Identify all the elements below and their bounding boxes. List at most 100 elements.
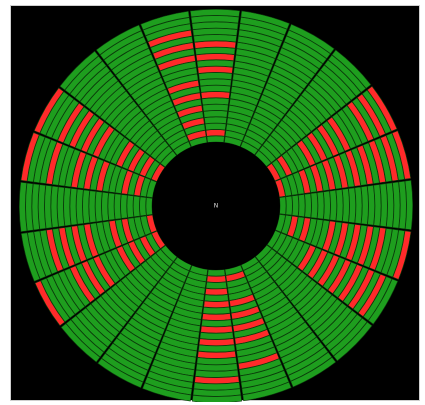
healthy-sector-cell (286, 147, 305, 172)
bad-sector-cell (357, 225, 374, 266)
healthy-sector-cell (275, 326, 314, 353)
healthy-sector-cell (145, 23, 192, 42)
healthy-sector-cell (157, 117, 182, 136)
healthy-sector-cell (367, 278, 399, 325)
healthy-sector-cell (234, 54, 274, 71)
healthy-sector-cell (57, 186, 65, 228)
healthy-sector-cell (97, 357, 144, 389)
healthy-sector-cell (201, 97, 230, 106)
healthy-sector-cell (187, 270, 208, 283)
healthy-sector-cell (158, 276, 183, 295)
bad-sector-cell (176, 104, 203, 119)
healthy-sector-cell (240, 10, 290, 30)
healthy-sector-cell (158, 341, 198, 358)
healthy-sector-cell (229, 299, 258, 314)
healthy-sector-cell (227, 111, 253, 124)
healthy-sector-cell (139, 130, 162, 153)
healthy-sector-cell (362, 142, 380, 185)
healthy-sector-cell (204, 123, 227, 131)
healthy-sector-cell (350, 147, 368, 186)
healthy-sector-cell (263, 301, 294, 324)
healthy-sector-cell (311, 128, 334, 159)
healthy-sector-cell (308, 79, 342, 113)
healthy-sector-cell (183, 123, 206, 136)
healthy-sector-cell (63, 267, 91, 307)
healthy-sector-cell (179, 288, 205, 301)
healthy-sector-cell (107, 192, 116, 221)
healthy-sector-cell (60, 323, 101, 363)
healthy-sector-cell (242, 135, 263, 151)
healthy-sector-cell (142, 382, 192, 402)
bad-sector-cell (356, 93, 386, 137)
healthy-sector-cell (332, 261, 358, 298)
healthy-sector-cell (228, 288, 253, 301)
bad-sector-cell (234, 329, 270, 345)
healthy-sector-cell (120, 327, 158, 354)
healthy-sector-cell (292, 171, 305, 195)
bad-sector-cell (58, 227, 76, 268)
healthy-sector-cell (144, 376, 193, 396)
healthy-sector-cell (198, 72, 233, 81)
healthy-sector-cell (302, 247, 323, 276)
healthy-sector-cell (124, 322, 161, 348)
healthy-sector-cell (107, 42, 150, 71)
bad-sector-cell (139, 155, 156, 178)
healthy-sector-cell (109, 136, 130, 165)
bad-sector-cell (286, 215, 299, 238)
healthy-sector-cell (165, 323, 200, 339)
healthy-sector-cell (194, 369, 239, 378)
bad-sector-cell (326, 116, 351, 152)
healthy-sector-cell (127, 217, 140, 241)
healthy-sector-cell (327, 221, 343, 254)
healthy-sector-cell (95, 191, 103, 223)
healthy-sector-cell (20, 232, 41, 282)
healthy-sector-cell (267, 311, 302, 335)
bad-sector-cell (229, 293, 256, 308)
healthy-sector-cell (228, 104, 255, 118)
healthy-sector-cell (151, 358, 195, 377)
disk-surface-map (19, 9, 413, 402)
healthy-sector-cell (121, 144, 140, 170)
bad-sector-cell (327, 259, 352, 295)
healthy-sector-cell (278, 267, 303, 292)
bad-sector-cell (92, 255, 116, 288)
healthy-sector-cell (82, 189, 91, 224)
healthy-sector-cell (296, 94, 327, 124)
bad-sector-cell (195, 53, 235, 62)
healthy-sector-cell (373, 184, 382, 227)
healthy-sector-cell (199, 78, 232, 87)
healthy-sector-cell (126, 71, 162, 96)
healthy-sector-cell (253, 281, 279, 300)
healthy-sector-cell (102, 162, 116, 193)
healthy-sector-cell (336, 108, 363, 147)
healthy-sector-cell (154, 145, 174, 164)
bad-sector-cell (200, 325, 233, 334)
bad-sector-cell (201, 313, 232, 321)
healthy-sector-cell (115, 280, 143, 308)
bad-sector-cell (194, 375, 240, 384)
healthy-sector-cell (231, 79, 264, 95)
healthy-sector-cell (184, 276, 207, 289)
healthy-sector-cell (250, 276, 275, 295)
healthy-sector-cell (244, 129, 267, 146)
healthy-sector-cell (297, 194, 306, 218)
healthy-sector-cell (258, 291, 287, 312)
healthy-sector-cell (89, 158, 105, 191)
healthy-sector-cell (98, 129, 120, 161)
healthy-sector-cell (74, 114, 100, 151)
healthy-sector-cell (304, 218, 318, 245)
bad-sector-cell (181, 117, 205, 130)
healthy-sector-cell (162, 271, 185, 289)
healthy-sector-cell (89, 80, 123, 114)
healthy-sector-cell (321, 310, 358, 347)
healthy-sector-cell (229, 92, 260, 106)
healthy-sector-cell (77, 224, 93, 260)
healthy-sector-cell (159, 61, 197, 78)
healthy-sector-cell (321, 120, 345, 155)
healthy-sector-cell (266, 134, 287, 156)
healthy-sector-cell (272, 321, 310, 347)
bad-sector-cell (198, 338, 235, 346)
healthy-sector-cell (339, 223, 355, 259)
healthy-sector-cell (168, 317, 201, 333)
healthy-sector-cell (39, 229, 58, 275)
